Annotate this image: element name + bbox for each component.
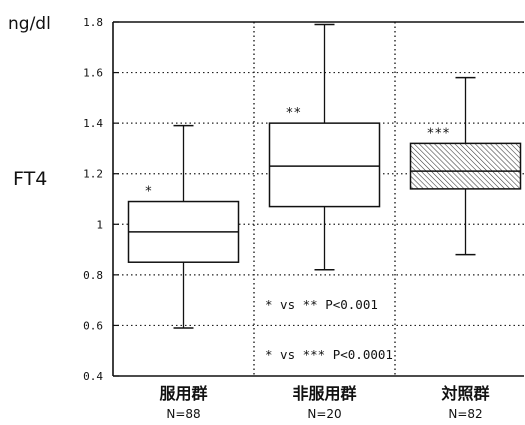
category-labels: 服用群 N=88 非服用群 N=20 対照群 N=82 [159, 384, 489, 421]
plot-frame [112, 21, 524, 377]
annotation-p-value-2: * vs *** P<0.0001 [265, 347, 393, 362]
sample-size-label-0: N=88 [166, 407, 200, 421]
y-unit-label: ng/dl [8, 14, 51, 34]
y-tick-label-5: 1.4 [83, 117, 103, 130]
interquartile-box [409, 142, 522, 190]
sample-size-label-2: N=82 [448, 407, 482, 421]
box-plot-1: ** [268, 23, 381, 271]
y-axis: 0.4 0.6 0.8 1 1.2 1.4 1.6 1.8 [83, 16, 119, 383]
category-label-0: 服用群 [159, 384, 207, 403]
category-label-2: 対照群 [440, 384, 489, 403]
category-label-1: 非服用群 [292, 384, 356, 403]
significance-marker: *** [427, 126, 450, 141]
significance-marker: ** [286, 106, 302, 121]
y-tick-label-6: 1.6 [83, 67, 103, 80]
sample-size-label-1: N=20 [307, 407, 341, 421]
y-axis-label: FT4 [13, 168, 47, 190]
significance-marker: * [145, 185, 153, 200]
box-layer: ****** [127, 23, 522, 329]
y-tick-label-7: 1.8 [83, 16, 103, 29]
y-tick-label-4: 1.2 [83, 168, 103, 181]
interquartile-box [268, 122, 381, 208]
y-tick-label-2: 0.8 [83, 269, 103, 282]
y-tick-label-0: 0.4 [83, 370, 103, 383]
annotation-p-value-1: * vs ** P<0.001 [265, 297, 378, 312]
y-tick-label-1: 0.6 [83, 319, 103, 332]
box-plot-0: * [127, 124, 240, 329]
box-plot-2: *** [409, 76, 522, 256]
y-tick-label-3: 1 [96, 218, 103, 231]
